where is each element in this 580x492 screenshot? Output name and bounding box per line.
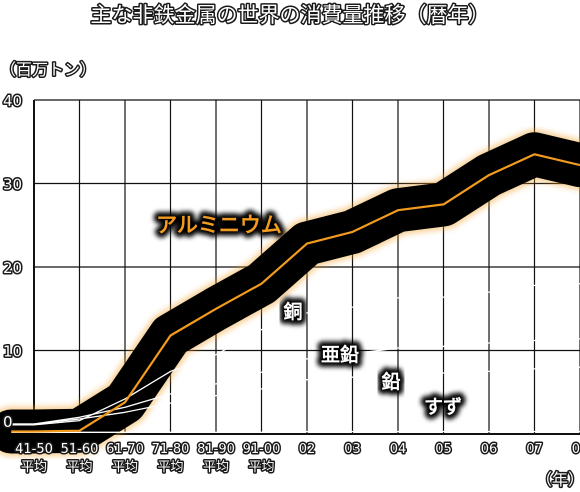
- x-tick-label: 71-80: [152, 442, 190, 457]
- y-tick-label: 10: [3, 343, 22, 361]
- series-label: 鉛: [381, 370, 400, 393]
- axis-labels: 0 10 20 30 40 41-50 平均 51-60 平均 61-70 平均 71-80 平均 81-…: [2, 91, 580, 477]
- x-tick-label: 51-60: [61, 442, 99, 457]
- x-tick-sublabel: 平均: [203, 460, 229, 475]
- series-label: 亜鉛: [321, 343, 359, 366]
- series-lines: [11, 153, 580, 433]
- x-tick-label: 04: [390, 442, 407, 457]
- x-tick-label: 08: [572, 442, 580, 457]
- series-label-halo: 亜鉛: [321, 343, 359, 366]
- y-axis-unit: （百万トン）: [0, 60, 96, 79]
- series-line: [11, 283, 580, 426]
- series-label-halo: すず: [424, 396, 462, 418]
- x-tick-label: 07: [526, 442, 543, 457]
- y-tick-label: 0: [3, 413, 13, 431]
- x-axis-unit: （年）: [536, 470, 580, 489]
- x-tick-sublabel: 平均: [157, 460, 183, 475]
- x-tick-label: 91-00: [243, 442, 281, 457]
- series-label-halo: アルミニウム: [156, 213, 282, 237]
- x-tick-sublabel: 平均: [112, 460, 138, 475]
- x-tick-label: 06: [481, 442, 498, 457]
- series-line: [11, 430, 580, 433]
- x-tick-sublabel: 平均: [248, 460, 274, 475]
- x-tick-label: 03: [344, 442, 361, 457]
- x-tick-sublabel: 平均: [66, 460, 92, 475]
- series-label: アルミニウム: [156, 213, 282, 237]
- y-tick-label: 40: [3, 92, 22, 110]
- series-label: すず: [424, 396, 462, 418]
- y-tick-label: 30: [3, 176, 22, 194]
- series-line: [11, 153, 580, 433]
- chart-title: 主な非鉄金属の世界の消費量推移（暦年）: [91, 3, 490, 27]
- series-label-halo: 銅: [283, 300, 302, 323]
- x-tick-label: 41-50: [15, 442, 53, 457]
- y-tick-label: 20: [3, 259, 22, 277]
- x-tick-label: 05: [435, 442, 452, 457]
- x-tick-label: 61-70: [106, 442, 144, 457]
- x-tick-label: 02: [299, 442, 316, 457]
- x-tick-sublabel: 平均: [21, 460, 47, 475]
- series-label-halo: 鉛: [381, 370, 400, 393]
- series-line: [11, 366, 580, 425]
- x-tick-label: 81-90: [197, 442, 235, 457]
- series-line: [11, 338, 580, 425]
- series-label: 銅: [283, 300, 302, 323]
